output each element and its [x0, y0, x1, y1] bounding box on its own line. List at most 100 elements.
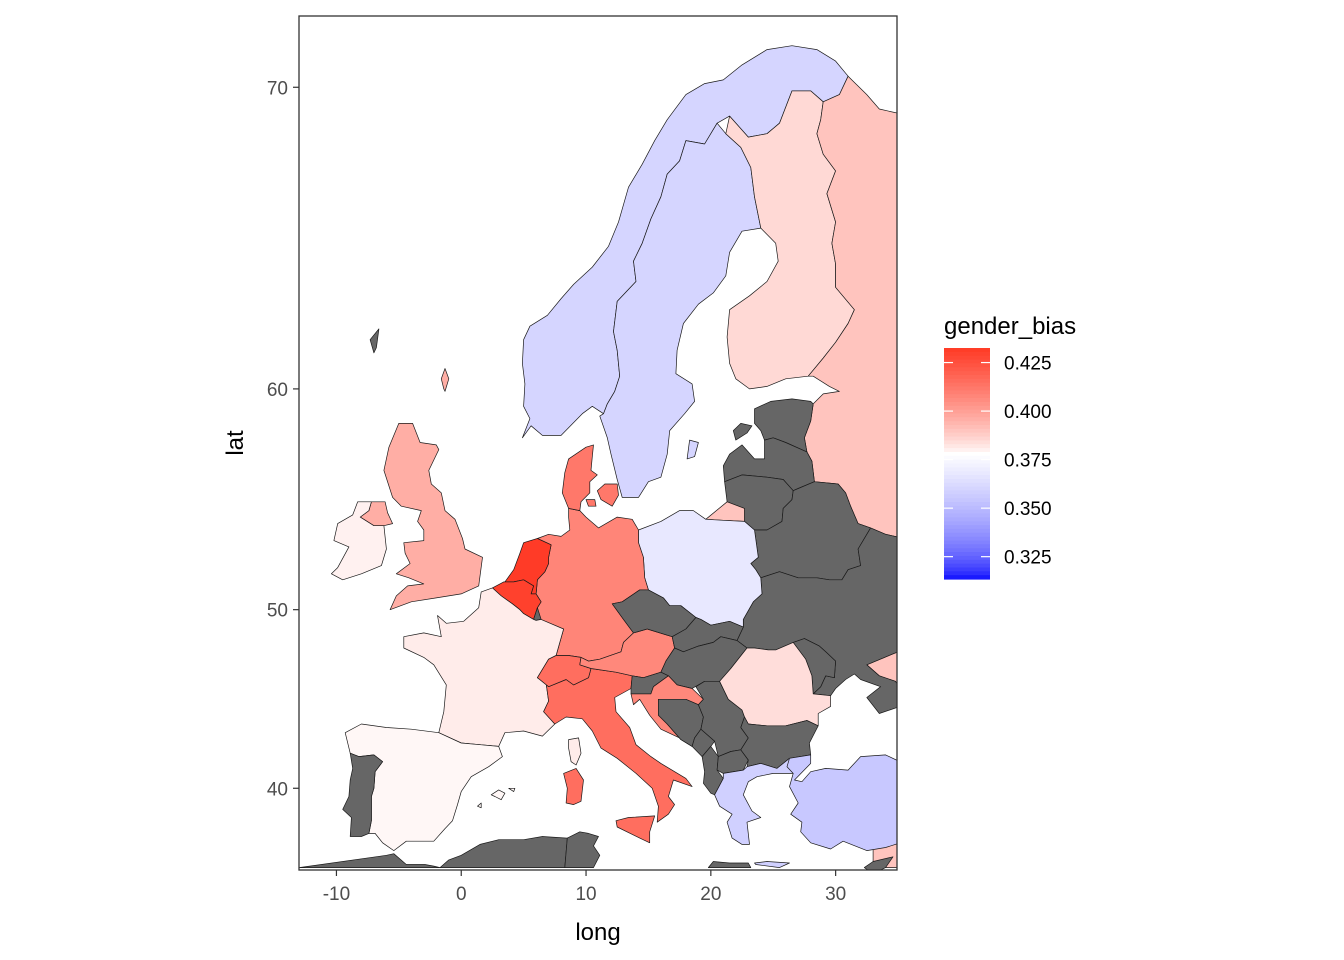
region-gotland [686, 439, 699, 460]
legend-colorbar-segment [944, 459, 990, 465]
region-czech-republic [611, 589, 697, 638]
legend-label: 0.325 [1004, 548, 1052, 569]
legend-colorbar-segment [944, 552, 990, 557]
legend-colorbar-segment [944, 528, 990, 534]
legend-colorbar-segment [944, 571, 990, 576]
legend-colorbar-segment [944, 359, 990, 364]
legend-colorbar-segment [944, 567, 990, 572]
legend-colorbar-segment [944, 490, 990, 495]
region-france [403, 587, 564, 747]
region-sardinia [563, 768, 584, 805]
x-tick-label: 10 [575, 884, 596, 905]
legend-colorbar-segment [944, 502, 990, 507]
legend-colorbar-segment [944, 371, 990, 376]
x-tick-label: 20 [700, 884, 721, 905]
legend-colorbar-segment [944, 536, 990, 542]
legend-colorbar-segment [944, 417, 990, 422]
y-tick-label: 50 [267, 601, 288, 622]
x-tick-label: -10 [323, 884, 350, 905]
region-saaremaa [732, 423, 753, 441]
legend-label: 0.350 [1004, 499, 1052, 520]
legend-colorbar-segment [944, 405, 990, 411]
region-north-macedonia [716, 749, 749, 774]
legend-colorbar-segment [944, 409, 990, 415]
legend-colorbar-segment [944, 544, 990, 549]
region-corsica [568, 737, 582, 766]
x-tick-label: 30 [825, 884, 846, 905]
legend-colorbar-segment [944, 351, 990, 357]
region-shetland [440, 368, 450, 392]
y-tick-label: 70 [267, 78, 288, 99]
legend-colorbar-segment [944, 575, 990, 580]
legend-colorbar-segment [944, 513, 990, 518]
region-turkey [786, 754, 897, 851]
legend-colorbar-segment [944, 471, 990, 476]
legend-colorbar-segment [944, 455, 990, 461]
legend: gender_bias 0.325 0.350 0.375 0.400 0.425 [944, 313, 1076, 580]
y-tick-label: 60 [267, 380, 288, 401]
legend-colorbar-segment [944, 398, 990, 403]
legend-colorbar-segment [944, 467, 990, 472]
legend-colorbar-segment [944, 563, 990, 569]
y-axis-title: lat [222, 430, 249, 456]
legend-colorbar-segment [944, 509, 990, 515]
legend-colorbar-segment [944, 532, 990, 538]
region-portugal [342, 752, 383, 837]
legend-colorbar-segment [944, 413, 990, 418]
x-axis-title: long [575, 919, 620, 946]
legend-colorbar-segment [944, 482, 990, 488]
legend-colorbar-segment [944, 390, 990, 395]
region-denmark [561, 444, 619, 511]
legend-colorbar-segment [944, 425, 990, 430]
legend-colorbar-segment [944, 394, 990, 399]
legend-colorbar-segment [944, 525, 990, 530]
legend-colorbar-segment [944, 421, 990, 426]
legend-colorbar-segment [944, 432, 990, 438]
legend-colorbar-segment [944, 440, 990, 445]
legend-colorbar-segment [944, 555, 990, 561]
legend-colorbar-segment [944, 363, 990, 368]
y-tick-label: 40 [267, 779, 288, 800]
legend-colorbar-segment [944, 355, 990, 361]
region-iceland [299, 245, 300, 247]
legend-label: 0.425 [1004, 354, 1052, 375]
legend-colorbar-segment [944, 436, 990, 441]
legend-colorbar-segment [944, 548, 990, 553]
legend-colorbar-segment [944, 498, 990, 503]
legend-colorbar-segment [944, 451, 990, 457]
region-cyprus [863, 856, 894, 870]
region-greece [714, 757, 794, 845]
region-faroe-islands [369, 328, 380, 354]
legend-colorbar-segment [944, 517, 990, 522]
legend-colorbar-segment [944, 486, 990, 492]
legend-colorbar-segment [944, 386, 990, 391]
legend-colorbar-segment [944, 505, 990, 511]
legend-colorbar-segment [944, 463, 990, 468]
legend-colorbar-segment [944, 401, 990, 407]
legend-colorbar-segment [944, 428, 990, 434]
region-crete [754, 861, 790, 868]
legend-colorbar-segment [944, 382, 990, 388]
legend-label: 0.375 [1004, 451, 1052, 472]
legend-colorbar-segment [944, 478, 990, 484]
axes: -10 0 10 20 30 40 50 60 70 [267, 78, 846, 905]
legend-colorbar-segment [944, 367, 990, 372]
legend-colorbar-segment [944, 475, 990, 480]
region-libya [707, 861, 752, 868]
legend-title: gender_bias [944, 313, 1076, 340]
legend-colorbar-segment [944, 559, 990, 565]
map-regions [299, 16, 897, 870]
legend-colorbar-segment [944, 374, 990, 380]
legend-colorbar-segment [944, 494, 990, 499]
x-tick-label: 0 [456, 884, 467, 905]
region-ireland [331, 501, 387, 581]
region-tunisia [564, 831, 601, 868]
legend-colorbar-segment [944, 521, 990, 526]
legend-colorbar-segment [944, 378, 990, 384]
panel-border [298, 15, 898, 871]
legend-colorbar-segment [944, 448, 990, 453]
legend-colorbar-segment [944, 444, 990, 449]
legend-colorbar-segment [944, 348, 990, 353]
legend-colorbar-segment [944, 540, 990, 545]
